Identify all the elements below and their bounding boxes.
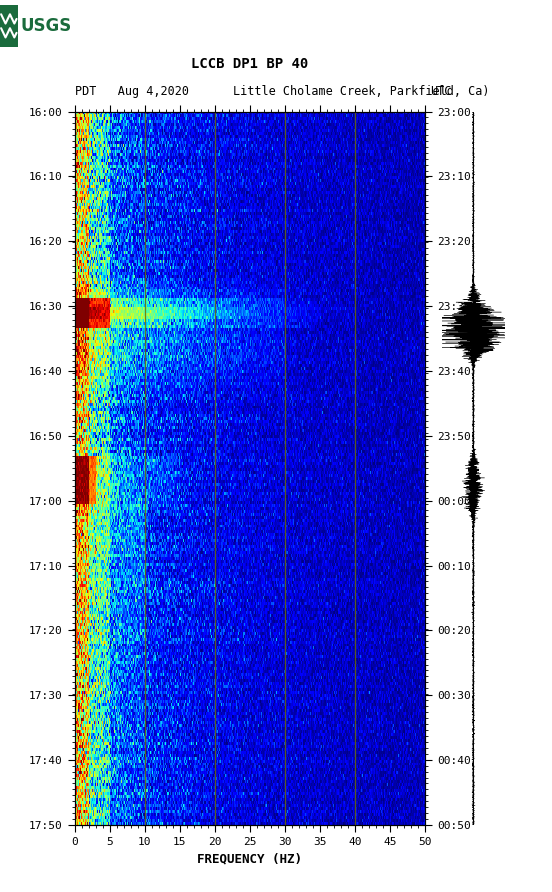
Text: UTC: UTC — [431, 85, 452, 98]
X-axis label: FREQUENCY (HZ): FREQUENCY (HZ) — [197, 853, 302, 865]
Text: LCCB DP1 BP 40: LCCB DP1 BP 40 — [191, 57, 309, 71]
Text: USGS: USGS — [21, 17, 72, 35]
Bar — [0, 5, 18, 46]
Text: PDT   Aug 4,2020: PDT Aug 4,2020 — [75, 85, 189, 98]
Text: Little Cholame Creek, Parkfield, Ca): Little Cholame Creek, Parkfield, Ca) — [233, 85, 490, 98]
